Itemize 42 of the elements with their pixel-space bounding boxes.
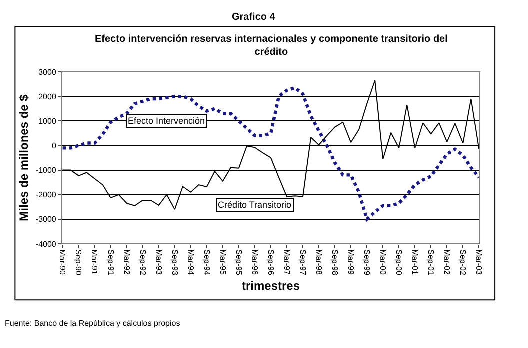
source-note: Fuente: Banco de la República y cálculos propios: [5, 319, 180, 328]
x-tick-label: Sep-97: [298, 250, 308, 276]
y-tick-label: 0: [52, 142, 57, 151]
chart-title: Grafico 4: [232, 12, 276, 23]
x-tick-label: Mar-01: [410, 250, 420, 276]
y-tick-label: -4000: [36, 240, 57, 249]
x-tick-label: Sep-94: [202, 250, 212, 276]
x-tick-label: Mar-92: [122, 250, 132, 276]
chart-subtitle: Efecto intervención reservas internacionales y componente transitorio del crédito: [95, 34, 448, 58]
x-tick-label: Mar-99: [346, 250, 356, 276]
x-tick-label: Sep-91: [106, 250, 116, 276]
x-tick-label: Sep-02: [458, 250, 468, 276]
y-tick-label: -1000: [36, 166, 57, 176]
x-tick-label: Sep-01: [426, 250, 436, 276]
x-tick-label: Mar-98: [314, 250, 324, 276]
x-tick-label: Mar-91: [90, 250, 100, 276]
x-tick-label: Sep-95: [234, 250, 244, 276]
x-tick-label: Sep-92: [138, 250, 148, 276]
y-tick-label: -3000: [36, 215, 57, 224]
x-tick-label: Mar-90: [58, 250, 68, 276]
y-tick-label: 3000: [38, 68, 57, 77]
x-tick-label: Mar-94: [186, 250, 196, 276]
y-tick-label: 1000: [38, 116, 57, 126]
series-label: Crédito Transitorio: [218, 200, 292, 210]
x-tick-label: Sep-90: [74, 250, 84, 276]
series-label: Efecto Intervención: [128, 116, 206, 126]
x-tick-label: Mar-03: [474, 250, 484, 276]
x-tick-label: Sep-99: [362, 250, 372, 276]
y-tick-label: 2000: [38, 92, 57, 102]
x-tick-label: Sep-00: [394, 250, 404, 276]
y-tick-label: -2000: [36, 190, 57, 200]
x-tick-label: Mar-02: [442, 250, 452, 276]
x-tick-label: Mar-93: [154, 250, 164, 276]
x-tick-label: Mar-00: [378, 250, 388, 276]
x-tick-label: Mar-95: [218, 250, 228, 276]
x-tick-label: Sep-93: [170, 250, 180, 276]
x-tick-label: Sep-96: [266, 250, 276, 276]
x-axis-title: trimestres: [242, 278, 300, 293]
y-axis-title: Miles de millones de $: [17, 94, 32, 222]
x-tick-label: Sep-98: [330, 250, 340, 276]
x-tick-label: Mar-96: [250, 250, 260, 276]
x-tick-label: Mar-97: [282, 250, 292, 276]
